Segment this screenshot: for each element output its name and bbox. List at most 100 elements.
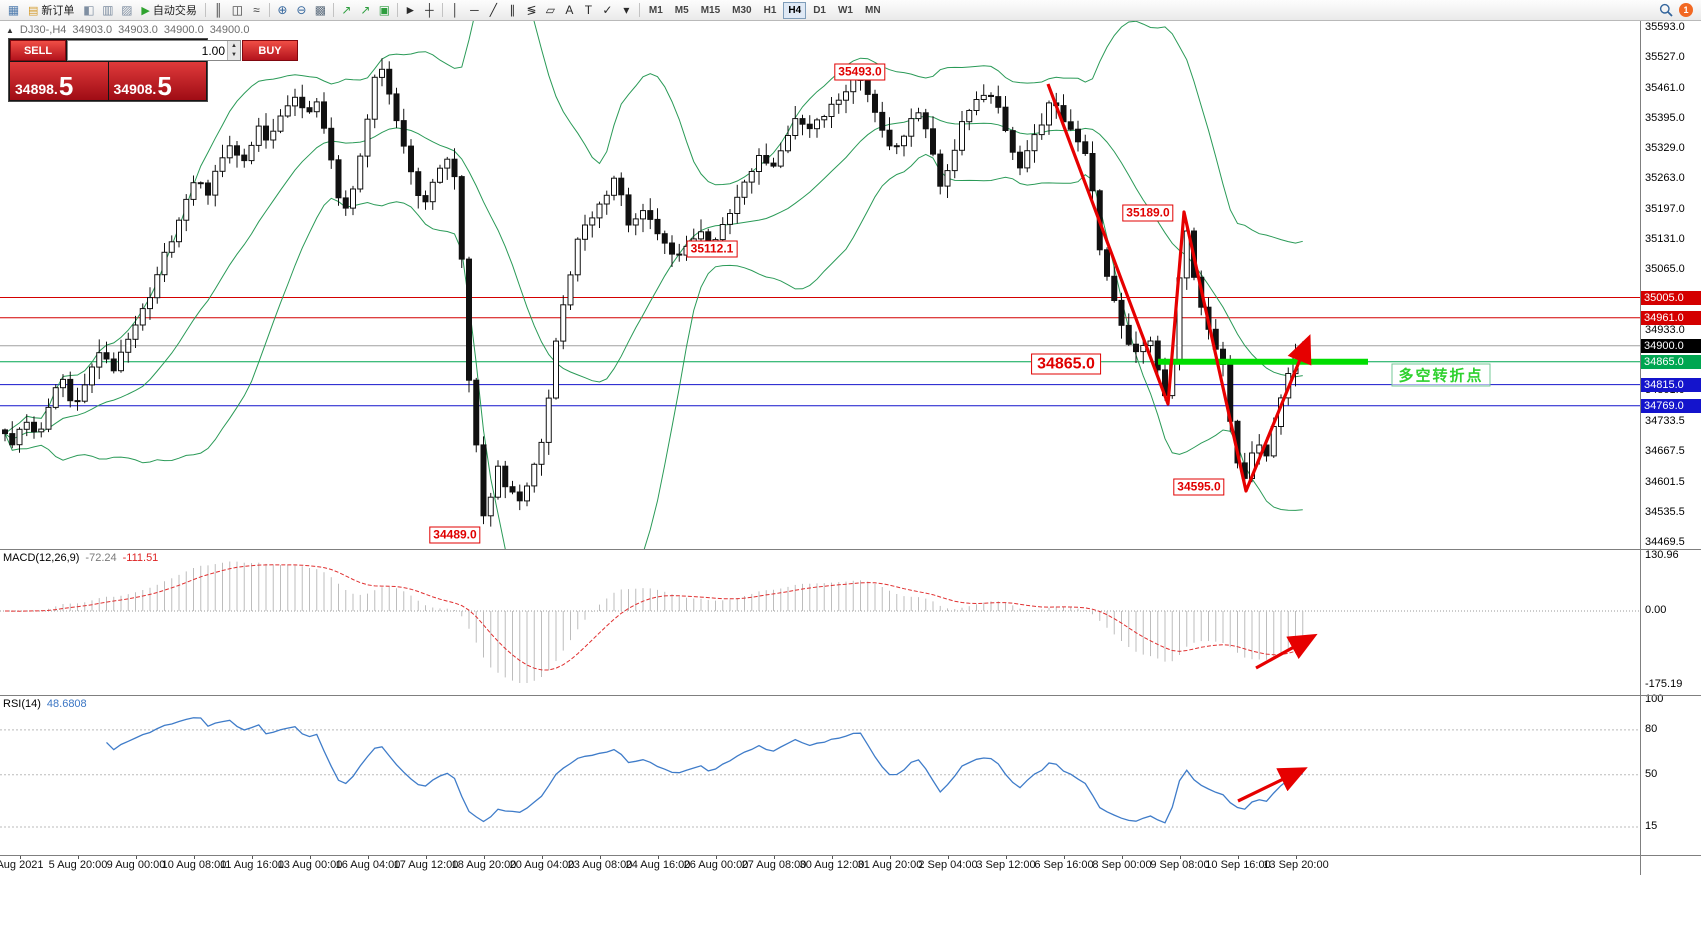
timeframe-h1[interactable]: H1 <box>763 4 777 16</box>
volume-spinner: ▲ ▼ <box>227 41 240 60</box>
new-chart-icon[interactable]: ▦ <box>7 3 20 17</box>
panel-divider[interactable] <box>0 549 1701 550</box>
data-window-icon[interactable]: ▨ <box>121 3 133 17</box>
candlestick-chart-icon[interactable]: ◫ <box>231 3 244 17</box>
time-axis-label[interactable]: 11 Aug 16:00 <box>219 859 285 871</box>
time-axis-label[interactable]: 18 Aug 20:00 <box>451 859 517 871</box>
market-watch-icon[interactable]: ▥ <box>102 3 114 17</box>
time-axis-label[interactable]: 20 Aug 04:00 <box>509 859 575 871</box>
price-axis-label: 35197.0 <box>1645 202 1685 215</box>
sell-price-big-digit: 5 <box>58 71 74 101</box>
time-axis-label[interactable]: 26 Aug 00:00 <box>683 859 749 871</box>
panel-divider[interactable] <box>0 695 1701 696</box>
tools-dropdown-icon[interactable]: ▾ <box>623 3 630 17</box>
timeframe-m5[interactable]: M5 <box>674 4 689 16</box>
buy-button[interactable]: BUY <box>242 40 298 61</box>
text-label-icon[interactable]: T <box>584 3 593 17</box>
shapes-icon[interactable]: ▱ <box>545 3 555 17</box>
time-axis-tick <box>832 856 833 859</box>
zoom-out-icon[interactable]: ⊖ <box>296 3 307 17</box>
profiles-icon[interactable]: ◧ <box>83 3 95 17</box>
auto-trading-button[interactable]: ▶ 自动交易 <box>136 2 201 19</box>
ohlc-high: 34903.0 <box>118 24 158 36</box>
time-axis-label[interactable]: 13 Aug 00:00 <box>277 859 343 871</box>
sell-price[interactable]: 34898. 5 <box>10 62 108 100</box>
time-axis-label[interactable]: 6 Sep 16:00 <box>1034 859 1094 871</box>
crosshair-icon[interactable]: ┼ <box>425 3 434 17</box>
rsi-panel[interactable] <box>0 696 1701 855</box>
price-callout[interactable]: 34489.0 <box>429 526 481 544</box>
macd-panel[interactable] <box>0 550 1701 695</box>
oneclick-collapse-icon[interactable]: ▲ <box>6 25 14 35</box>
macd-trend-arrow[interactable] <box>1255 633 1318 670</box>
time-axis-label[interactable]: 31 Aug 20:00 <box>857 859 923 871</box>
time-axis-label[interactable]: 30 Aug 12:00 <box>799 859 865 871</box>
time-axis-label[interactable]: 10 Aug 08:00 <box>161 859 227 871</box>
sell-button[interactable]: SELL <box>10 40 66 61</box>
zoom-in-icon[interactable]: ⊕ <box>277 3 288 17</box>
timeframe-mn[interactable]: MN <box>864 4 881 16</box>
horizontal-level-lines[interactable] <box>0 297 1640 407</box>
timeframe-h4[interactable]: H4 <box>783 1 807 19</box>
equidistant-channel-icon[interactable]: ∥ <box>509 3 516 17</box>
line-chart-icon[interactable]: ≈ <box>253 3 260 17</box>
price-axis-box[interactable]: 34900.0 <box>1641 338 1701 353</box>
arrows-tool-icon[interactable]: ✓ <box>602 3 613 17</box>
timeframe-m30[interactable]: M30 <box>732 4 752 16</box>
rsi-trend-arrow[interactable] <box>1237 767 1308 803</box>
price-callout[interactable]: 34595.0 <box>1173 478 1225 496</box>
timeframe-m15[interactable]: M15 <box>700 4 721 16</box>
time-axis-label[interactable]: Aug 2021 <box>0 859 44 871</box>
tile-windows-icon[interactable]: ▩ <box>314 3 327 17</box>
time-axis-label[interactable]: 27 Aug 08:00 <box>741 859 807 871</box>
price-axis-box[interactable]: 34769.0 <box>1641 398 1701 413</box>
time-axis-label[interactable]: 16 Aug 04:00 <box>335 859 401 871</box>
new-order-button[interactable]: ▤ 新订单 <box>23 2 79 19</box>
time-axis-label[interactable]: 23 Aug 08:00 <box>567 859 633 871</box>
time-axis-label[interactable]: 17 Aug 12:00 <box>393 859 459 871</box>
bar-chart-icon[interactable]: ║ <box>214 3 223 17</box>
time-axis-label[interactable]: 10 Sep 16:00 <box>1205 859 1271 871</box>
toolbar-separator <box>204 3 206 17</box>
time-axis-label[interactable]: 9 Aug 00:00 <box>106 859 166 871</box>
turning-point-label[interactable]: 多空转折点 <box>1391 363 1491 387</box>
price-callout[interactable]: 35189.0 <box>1122 204 1174 222</box>
volume-down-button[interactable]: ▼ <box>231 52 237 59</box>
fibonacci-icon[interactable]: ≶ <box>526 3 537 17</box>
time-axis-tick <box>1006 856 1007 859</box>
toolbar-separator <box>268 3 270 17</box>
vertical-line-icon[interactable]: │ <box>451 3 460 17</box>
horizontal-line-icon[interactable]: ─ <box>470 3 479 17</box>
price-axis-label: 34535.5 <box>1645 505 1685 518</box>
price-axis-box[interactable]: 35005.0 <box>1641 290 1701 305</box>
time-axis-label[interactable]: 13 Sep 20:00 <box>1263 859 1329 871</box>
time-axis-label[interactable]: 24 Aug 16:00 <box>625 859 691 871</box>
price-callout[interactable]: 34865.0 <box>1031 353 1101 375</box>
cursor-icon[interactable]: ► <box>404 3 417 17</box>
templates-icon[interactable]: ▣ <box>378 3 391 17</box>
price-axis-box[interactable]: 34815.0 <box>1641 377 1701 392</box>
objects-icon[interactable]: ↗ <box>360 3 371 17</box>
timeframe-m1[interactable]: M1 <box>648 4 663 16</box>
notification-badge[interactable]: 1 <box>1679 3 1693 17</box>
search-icon[interactable] <box>1656 2 1675 19</box>
price-axis-box[interactable]: 34961.0 <box>1641 310 1701 325</box>
time-axis-label[interactable]: 3 Sep 12:00 <box>976 859 1036 871</box>
time-axis-label[interactable]: 2 Sep 04:00 <box>918 859 978 871</box>
time-axis-label[interactable]: 5 Aug 20:00 <box>48 859 108 871</box>
buy-price[interactable]: 34908. 5 <box>108 62 206 100</box>
trendline-icon[interactable]: ╱ <box>489 3 497 17</box>
price-axis-box[interactable]: 34865.0 <box>1641 354 1701 369</box>
volume-up-button[interactable]: ▲ <box>231 42 237 49</box>
volume-input[interactable] <box>68 41 227 60</box>
price-chart[interactable] <box>0 21 1701 549</box>
timeframe-d1[interactable]: D1 <box>813 4 826 16</box>
timeframe-w1[interactable]: W1 <box>837 4 853 16</box>
indicators-icon[interactable]: ↗ <box>341 3 352 17</box>
time-axis-label[interactable]: 8 Sep 00:00 <box>1092 859 1152 871</box>
time-axis-label[interactable]: 9 Sep 08:00 <box>1150 859 1210 871</box>
text-icon[interactable]: A <box>565 3 574 17</box>
price-callout[interactable]: 35112.1 <box>686 240 738 258</box>
price-callout[interactable]: 35493.0 <box>834 63 886 81</box>
trend-arrows[interactable] <box>1046 83 1312 493</box>
